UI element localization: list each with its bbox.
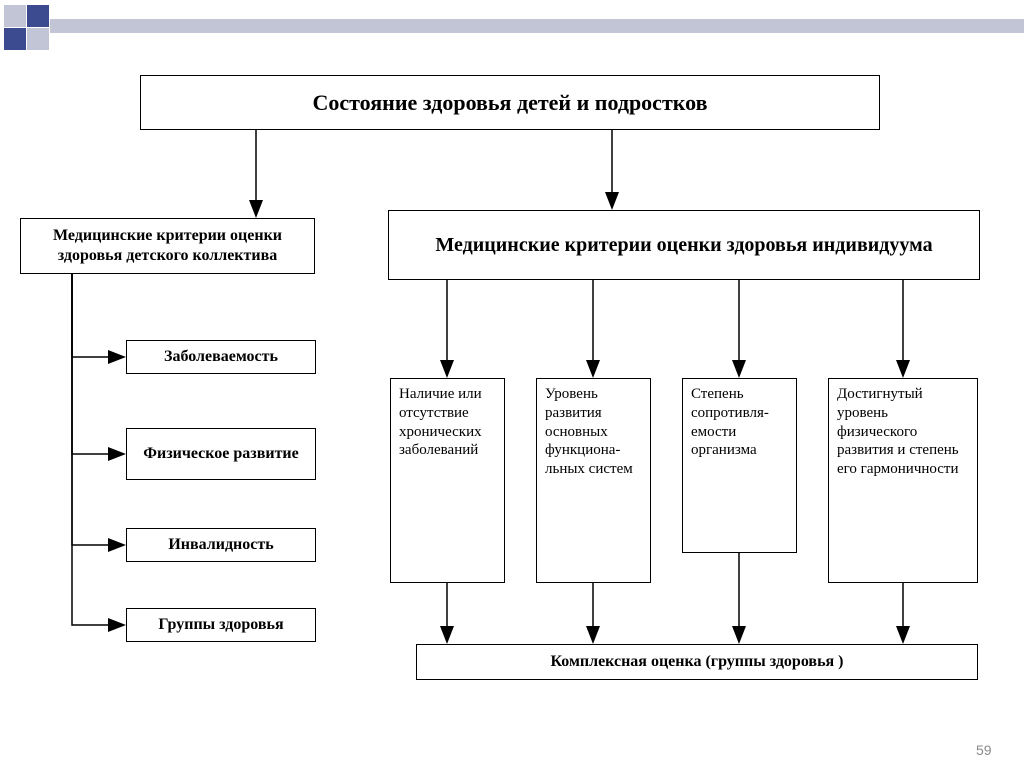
- node-right-header: Медицинские критерии оценки здоровья инд…: [388, 210, 980, 280]
- node-l4: Группы здоровья: [126, 608, 316, 642]
- node-title: Состояние здоровья детей и подростков: [140, 75, 880, 130]
- node-l3: Инвалидность: [126, 528, 316, 562]
- node-r1: Наличие или отсутствие хронических забол…: [390, 378, 505, 583]
- node-r3: Степень сопротивля-емости организма: [682, 378, 797, 553]
- node-bottom: Комплексная оценка (группы здоровья ): [416, 644, 978, 680]
- decor-band: [50, 19, 1024, 33]
- node-r4: Достигнутый уровень физического развития…: [828, 378, 978, 583]
- node-l1: Заболеваемость: [126, 340, 316, 374]
- node-left-header: Медицинские критерии оценки здоровья дет…: [20, 218, 315, 274]
- decor-sq-3: [27, 28, 49, 50]
- node-l2: Физическое развитие: [126, 428, 316, 480]
- decor-sq-1: [27, 5, 49, 27]
- decor-sq-0: [4, 5, 26, 27]
- decor-sq-2: [4, 28, 26, 50]
- page-number: 59: [976, 742, 992, 758]
- node-r2: Уровень развития основных функциона-льны…: [536, 378, 651, 583]
